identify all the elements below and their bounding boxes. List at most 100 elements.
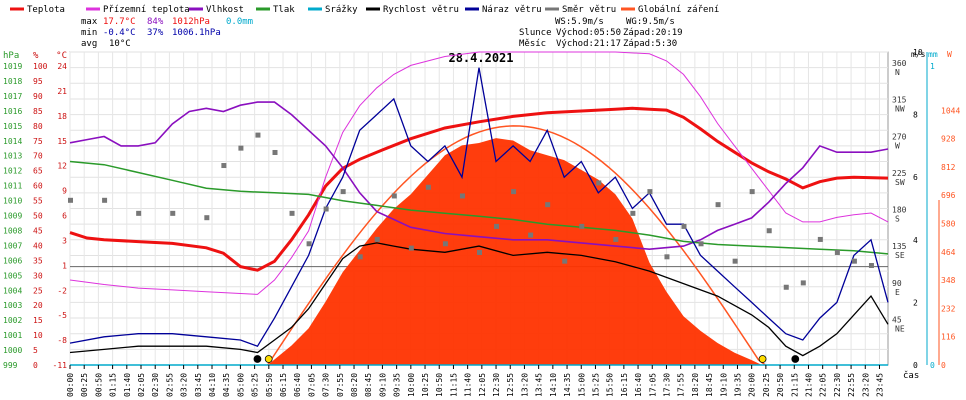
series-smer-vetru-point: [783, 284, 789, 290]
x-tick-label: 06:40: [293, 373, 302, 397]
series-smer-vetru-point: [238, 145, 244, 151]
radiation-tick: 580: [941, 220, 956, 229]
stats-max-temp: 17.7°C: [103, 17, 136, 27]
series-globalni-zareni-curve: [267, 125, 766, 366]
pressure-axis-tick: 1005: [3, 271, 22, 280]
x-tick-label: 04:35: [222, 373, 231, 397]
x-tick-label: 03:45: [194, 373, 203, 397]
legend: Teplota Přízemní teplota Vlhkost Tlak Srážky…: [10, 5, 719, 15]
pressure-axis-tick: 1003: [3, 301, 22, 310]
stats-avg-temp: 10°C: [109, 39, 131, 49]
series-smer-vetru-point: [630, 210, 636, 216]
temperature-axis-tick: 12: [57, 162, 67, 171]
radiation-tick: 116: [941, 333, 956, 342]
direction-label: E: [895, 288, 900, 297]
temperature-axis-tick: 24: [57, 62, 67, 71]
humidity-axis-tick: 45: [33, 226, 43, 235]
series-smer-vetru-point: [579, 223, 585, 229]
series-smer-vetru-point: [136, 210, 142, 216]
pressure-axis-tick: 1018: [3, 77, 22, 86]
series-smer-vetru-point: [340, 189, 346, 195]
humidity-axis-tick: 10: [33, 331, 43, 340]
humidity-axis-tick: 55: [33, 197, 43, 206]
x-tick-label: 17:55: [677, 373, 686, 397]
series-smer-vetru-point: [68, 197, 73, 203]
stats-min-label: min: [81, 28, 97, 38]
humidity-axis-tick: 35: [33, 256, 43, 265]
x-tick-label: 16:15: [620, 373, 629, 397]
series-line-rychlost-v-tru: [69, 242, 889, 357]
wind-tick: 2: [913, 298, 918, 307]
legend-label: Srážky: [325, 5, 358, 15]
humidity-axis-tick: 80: [33, 122, 43, 131]
series-smer-vetru-point: [732, 258, 738, 264]
axes-layer: 00:00 00:25 00:50 01:15 01:40 02:05 02:30 02:55…: [3, 48, 960, 397]
legend-label: Globální záření: [638, 5, 719, 15]
astro-moon-set: Západ:5:30: [623, 39, 677, 49]
humidity-axis-tick: 65: [33, 167, 43, 176]
series-smer-vetru-point: [204, 215, 210, 221]
x-tick-label: 22:05: [819, 373, 828, 397]
x-tick-label: 18:20: [691, 373, 700, 397]
temperature-axis-tick: -11: [53, 361, 68, 370]
x-tick-label: 00:50: [94, 373, 103, 397]
pressure-axis-tick: 1004: [3, 286, 22, 295]
humidity-axis-tick: 25: [33, 286, 43, 295]
series-smer-vetru-point: [545, 202, 551, 208]
pressure-axis-tick: 1015: [3, 122, 22, 131]
series-smer-vetru-point: [357, 254, 363, 260]
series-smer-vetru-point: [664, 254, 670, 260]
legend-label: Směr větru: [562, 5, 616, 15]
humidity-axis-tick: 95: [33, 77, 43, 86]
series-smer-vetru-point: [681, 223, 687, 229]
stats-min-hum: 37%: [147, 28, 164, 38]
x-tick-label: 08:20: [350, 373, 359, 397]
x-tick-label: 17:30: [662, 373, 671, 397]
series-smer-vetru-point: [255, 132, 261, 138]
sun-moon-marker: [791, 355, 800, 363]
stats-max-label: max: [81, 17, 98, 27]
pressure-axis-tick: 1009: [3, 212, 22, 221]
series-smer-vetru-point: [425, 184, 431, 190]
stats-min-press: 1006.1hPa: [172, 28, 221, 38]
series-smer-vetru-point: [698, 241, 704, 247]
temperature-axis-tick: 18: [57, 112, 67, 121]
pressure-axis-tick: 999: [3, 361, 18, 370]
stats-max-rain: 0.0mm: [226, 17, 253, 27]
direction-label: S: [895, 215, 900, 224]
series-smer-vetru-point: [102, 197, 108, 203]
x-tick-label: 02:55: [165, 373, 174, 397]
humidity-axis-unit: %: [33, 51, 39, 61]
sun-moon-marker: [264, 355, 273, 363]
temperature-axis-tick: -5: [57, 311, 67, 320]
x-tick-label: 05:50: [265, 373, 274, 397]
x-tick-label: 06:15: [279, 373, 288, 397]
humidity-axis-tick: 15: [33, 316, 43, 325]
humidity-axis-tick: 50: [33, 212, 43, 221]
direction-tick: 270: [892, 132, 907, 141]
direction-label: W: [895, 141, 900, 150]
x-tick-label: 11:15: [449, 373, 458, 397]
direction-label: SE: [895, 251, 905, 260]
pressure-axis-tick: 1013: [3, 152, 22, 161]
series-smer-vetru-point: [817, 236, 823, 242]
x-tick-label: 21:15: [790, 373, 799, 397]
astro-sun-rise: Východ:05:50: [556, 28, 621, 38]
x-tick-label: 07:55: [336, 373, 345, 397]
series-line-vlhkost: [69, 101, 889, 251]
x-tick-label: 23:20: [861, 373, 870, 397]
pressure-axis-tick: 1002: [3, 316, 22, 325]
x-tick-label: 03:20: [180, 373, 189, 397]
series-smer-vetru-point: [289, 210, 295, 216]
legend-label: Přízemní teplota: [103, 5, 190, 15]
x-tick-label: 02:05: [137, 373, 146, 397]
series-smer-vetru-point: [494, 223, 500, 229]
wind-tick: 8: [913, 111, 918, 120]
x-tick-label: 07:30: [322, 373, 331, 397]
sun-moon-marker: [253, 355, 262, 363]
legend-label: Tlak: [273, 5, 295, 15]
x-tick-label: 11:40: [464, 373, 473, 397]
pressure-axis-tick: 1006: [3, 256, 22, 265]
x-tick-label: 21:40: [804, 373, 813, 397]
